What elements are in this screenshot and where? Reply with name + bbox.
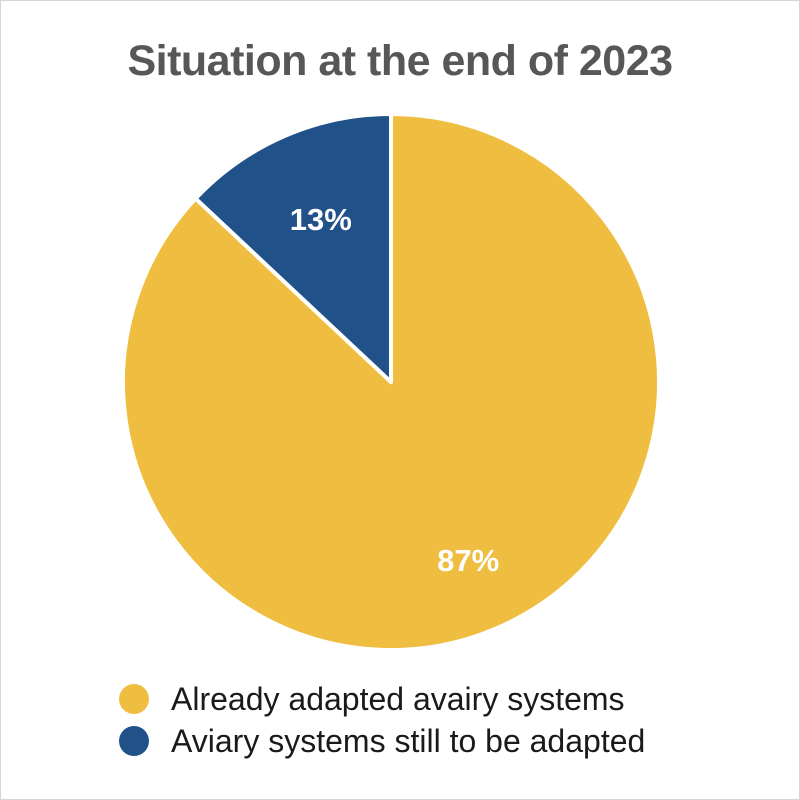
- chart-title: Situation at the end of 2023: [127, 37, 673, 85]
- legend-swatch-already-adapted: [119, 684, 149, 714]
- legend-label-already-adapted: Already adapted avairy systems: [171, 680, 625, 717]
- legend: Already adapted avairy systems Aviary sy…: [119, 678, 645, 762]
- legend-swatch-still-to-adapt: [119, 726, 149, 756]
- pie-value-labels: 87% 13%: [290, 202, 499, 578]
- legend-item-still-to-adapt: Aviary systems still to be adapted: [119, 720, 645, 762]
- pie-value-label-aviary-systems-still-to-be-adapted: 13%: [290, 202, 352, 237]
- pie-slice-aviary-systems-still-to-be-adapted: [193, 112, 393, 384]
- pie-slices: [121, 112, 661, 652]
- legend-label-still-to-adapt: Aviary systems still to be adapted: [171, 722, 646, 759]
- legend-item-already-adapted: Already adapted avairy systems: [119, 678, 645, 720]
- pie-value-label-already-adapted-avairy-systems: 87%: [437, 543, 499, 578]
